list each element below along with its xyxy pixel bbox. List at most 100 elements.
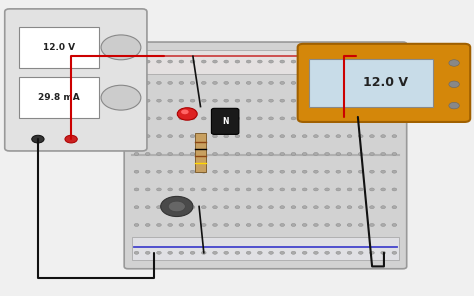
Text: 29.8 mA: 29.8 mA xyxy=(38,93,80,102)
Circle shape xyxy=(325,60,329,63)
Circle shape xyxy=(146,206,150,209)
Circle shape xyxy=(146,99,150,102)
Circle shape xyxy=(336,81,341,84)
Circle shape xyxy=(201,60,206,63)
Circle shape xyxy=(257,99,262,102)
Circle shape xyxy=(381,206,385,209)
Circle shape xyxy=(336,251,341,254)
Circle shape xyxy=(201,170,206,173)
Circle shape xyxy=(179,251,184,254)
Circle shape xyxy=(156,99,161,102)
Text: 12.0 V: 12.0 V xyxy=(43,43,75,52)
Circle shape xyxy=(358,60,363,63)
Circle shape xyxy=(146,170,150,173)
Circle shape xyxy=(190,135,195,138)
Circle shape xyxy=(313,152,318,155)
Circle shape xyxy=(101,35,141,60)
Circle shape xyxy=(358,135,363,138)
Circle shape xyxy=(370,188,374,191)
Circle shape xyxy=(358,188,363,191)
Circle shape xyxy=(201,81,206,84)
Circle shape xyxy=(156,251,161,254)
Circle shape xyxy=(156,170,161,173)
Circle shape xyxy=(313,206,318,209)
Circle shape xyxy=(257,170,262,173)
Circle shape xyxy=(381,117,385,120)
Circle shape xyxy=(347,99,352,102)
Circle shape xyxy=(381,60,385,63)
Circle shape xyxy=(280,152,284,155)
Circle shape xyxy=(392,251,397,254)
Circle shape xyxy=(381,99,385,102)
Circle shape xyxy=(156,81,161,84)
Circle shape xyxy=(134,188,139,191)
Circle shape xyxy=(291,251,296,254)
Circle shape xyxy=(325,206,329,209)
Circle shape xyxy=(235,135,240,138)
Circle shape xyxy=(336,188,341,191)
Circle shape xyxy=(291,152,296,155)
Circle shape xyxy=(213,188,218,191)
Circle shape xyxy=(336,152,341,155)
Circle shape xyxy=(246,99,251,102)
Circle shape xyxy=(179,81,184,84)
Circle shape xyxy=(302,99,307,102)
Circle shape xyxy=(168,206,173,209)
Circle shape xyxy=(313,117,318,120)
Circle shape xyxy=(146,81,150,84)
Circle shape xyxy=(235,81,240,84)
Text: N: N xyxy=(222,117,228,126)
Circle shape xyxy=(291,81,296,84)
Circle shape xyxy=(246,188,251,191)
Circle shape xyxy=(269,99,273,102)
Circle shape xyxy=(181,110,189,114)
Circle shape xyxy=(347,170,352,173)
Circle shape xyxy=(280,223,284,226)
Circle shape xyxy=(146,117,150,120)
Circle shape xyxy=(246,223,251,226)
Circle shape xyxy=(179,135,184,138)
Circle shape xyxy=(156,60,161,63)
Circle shape xyxy=(134,170,139,173)
Circle shape xyxy=(257,117,262,120)
Circle shape xyxy=(370,135,374,138)
Circle shape xyxy=(269,81,273,84)
Circle shape xyxy=(179,117,184,120)
Circle shape xyxy=(313,60,318,63)
Circle shape xyxy=(381,251,385,254)
Circle shape xyxy=(177,108,197,120)
Circle shape xyxy=(336,99,341,102)
Circle shape xyxy=(358,251,363,254)
Circle shape xyxy=(291,223,296,226)
Circle shape xyxy=(392,117,397,120)
Circle shape xyxy=(358,152,363,155)
Circle shape xyxy=(224,152,228,155)
Circle shape xyxy=(257,188,262,191)
Circle shape xyxy=(235,170,240,173)
Circle shape xyxy=(179,206,184,209)
Circle shape xyxy=(392,206,397,209)
Circle shape xyxy=(336,170,341,173)
Circle shape xyxy=(280,170,284,173)
Circle shape xyxy=(302,60,307,63)
Circle shape xyxy=(224,188,228,191)
Circle shape xyxy=(213,251,218,254)
Circle shape xyxy=(449,60,459,66)
Circle shape xyxy=(161,197,193,217)
Circle shape xyxy=(302,117,307,120)
Circle shape xyxy=(325,81,329,84)
Circle shape xyxy=(235,60,240,63)
Circle shape xyxy=(269,206,273,209)
Circle shape xyxy=(358,170,363,173)
Circle shape xyxy=(190,251,195,254)
Circle shape xyxy=(370,223,374,226)
Circle shape xyxy=(370,60,374,63)
Bar xyxy=(309,59,433,107)
Circle shape xyxy=(302,223,307,226)
Circle shape xyxy=(224,117,228,120)
Circle shape xyxy=(146,135,150,138)
Circle shape xyxy=(358,99,363,102)
Circle shape xyxy=(336,135,341,138)
Circle shape xyxy=(224,251,228,254)
Circle shape xyxy=(325,170,329,173)
